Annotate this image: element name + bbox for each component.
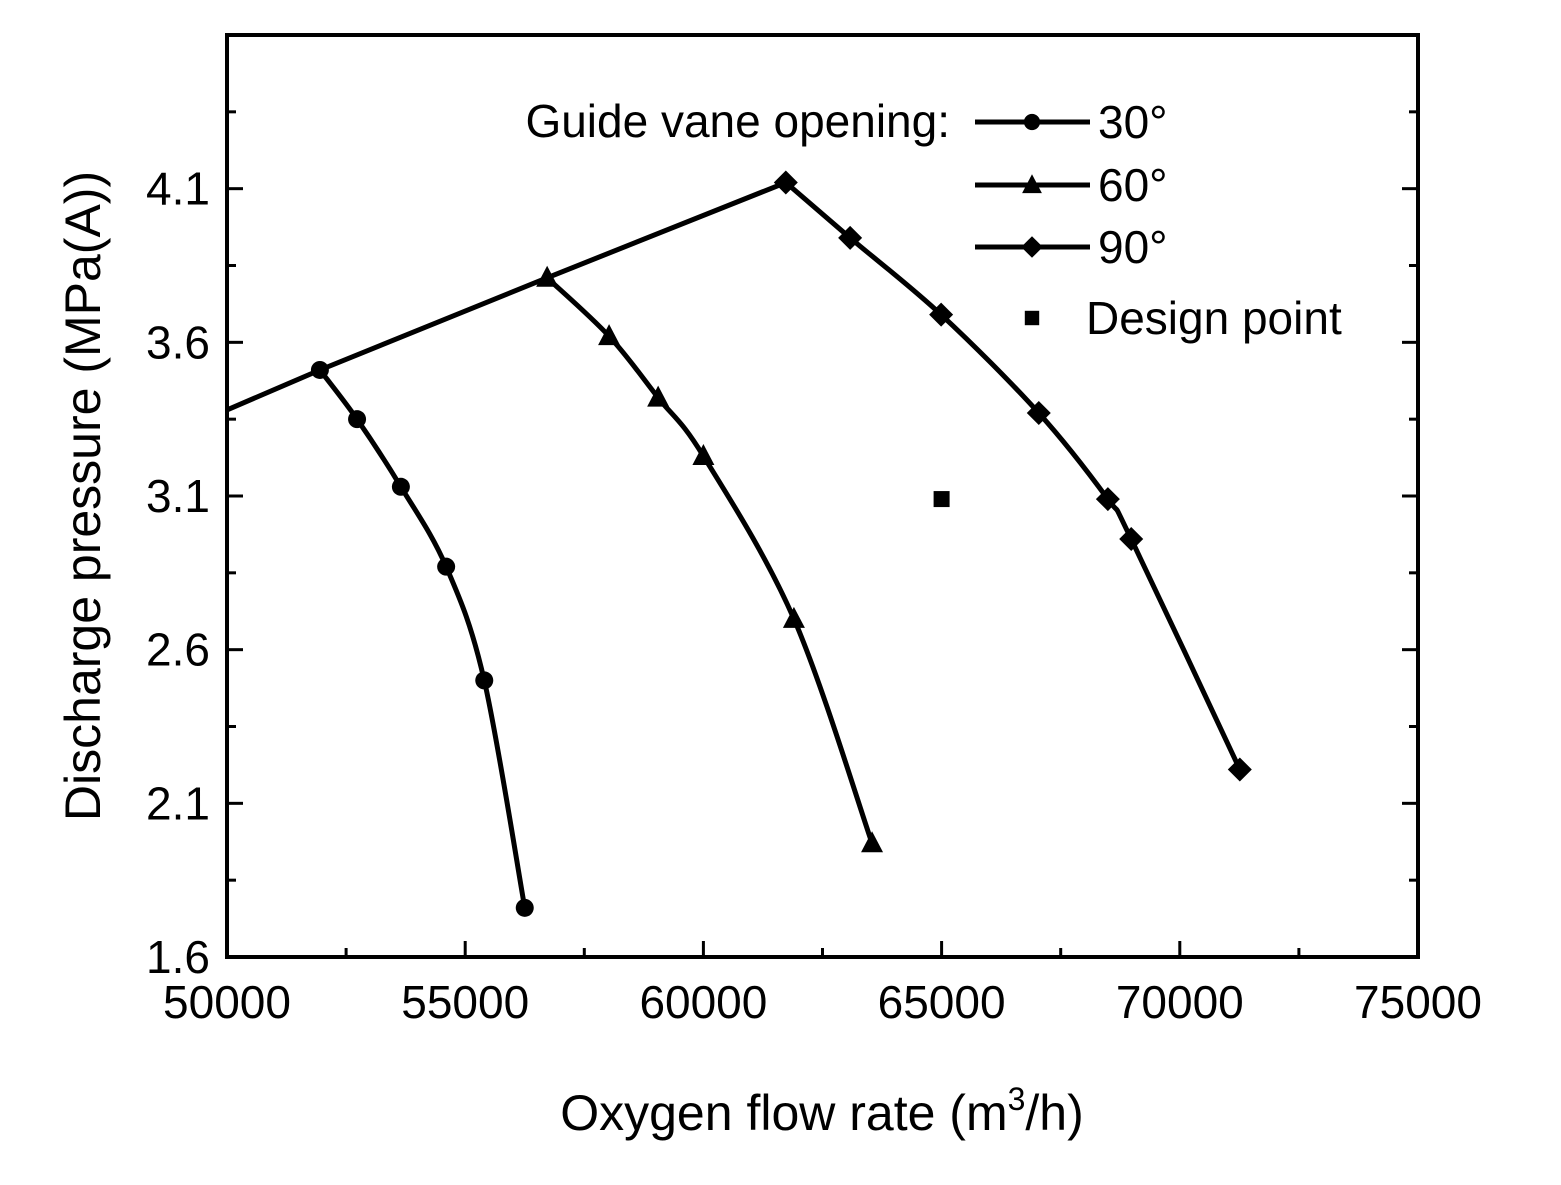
- x-tick-label: 70000: [1116, 976, 1244, 1028]
- x-axis-title: Oxygen flow rate (m3/h): [560, 1081, 1084, 1141]
- legend-label: 60°: [1098, 159, 1168, 211]
- circle-marker: [310, 360, 329, 379]
- diamond-marker: [773, 170, 798, 195]
- diamond-marker: [838, 225, 863, 250]
- legend-label: Design point: [1086, 292, 1342, 344]
- y-tick-label: 4.1: [146, 163, 210, 215]
- triangle-marker: [598, 324, 621, 346]
- x-tick-label: 65000: [878, 976, 1006, 1028]
- y-tick-label: 3.6: [146, 316, 210, 368]
- y-tick-labels: 1.6 2.1 2.6 3.1 3.6 4.1: [146, 163, 210, 983]
- surge-line: [226, 180, 787, 413]
- x-tick-label: 50000: [163, 976, 291, 1028]
- y-tick-label: 2.1: [146, 777, 210, 829]
- triangle-marker: [647, 385, 670, 407]
- triangle-marker: [861, 831, 884, 853]
- triangle-marker: [536, 265, 559, 287]
- legend-label: 30°: [1098, 96, 1168, 148]
- y-tick-label: 1.6: [146, 931, 210, 983]
- diamond-marker: [1095, 487, 1120, 512]
- y-tick-label: 3.1: [146, 470, 210, 522]
- diamond-marker: [1227, 757, 1252, 782]
- diamond-marker: [1119, 527, 1144, 552]
- series-line-60: [545, 275, 875, 845]
- diamond-marker: [929, 302, 954, 327]
- plot-frame: [225, 33, 1420, 959]
- circle-marker: [348, 410, 367, 429]
- diamond-marker: [1026, 401, 1051, 426]
- legend-title: Guide vane opening:: [525, 95, 950, 147]
- x-tick-label: 75000: [1354, 976, 1482, 1028]
- x-tick-labels: 50000 55000 60000 65000 70000 75000: [163, 976, 1482, 1028]
- triangle-marker: [782, 606, 805, 628]
- data-markers: [310, 170, 1252, 917]
- circle-marker: [515, 898, 534, 917]
- series-line-90: [784, 180, 1243, 771]
- y-axis-title: Discharge pressure (MPa(A)): [55, 171, 111, 821]
- diamond-marker: [1021, 236, 1043, 258]
- circle-marker: [437, 557, 456, 576]
- square-marker: [933, 491, 950, 508]
- circle-marker: [391, 477, 410, 496]
- square-marker: [1024, 310, 1040, 326]
- legend-label: 90°: [1098, 221, 1168, 273]
- x-tick-label: 55000: [401, 976, 529, 1028]
- y-tick-label: 2.6: [146, 624, 210, 676]
- legend: 30° 60° 90° Design point: [975, 96, 1342, 344]
- circle-marker: [1023, 113, 1041, 131]
- x-tick-label: 60000: [639, 976, 767, 1028]
- triangle-marker: [1022, 174, 1042, 194]
- circle-marker: [475, 671, 494, 690]
- series-line-30: [317, 368, 528, 909]
- triangle-marker: [692, 444, 715, 466]
